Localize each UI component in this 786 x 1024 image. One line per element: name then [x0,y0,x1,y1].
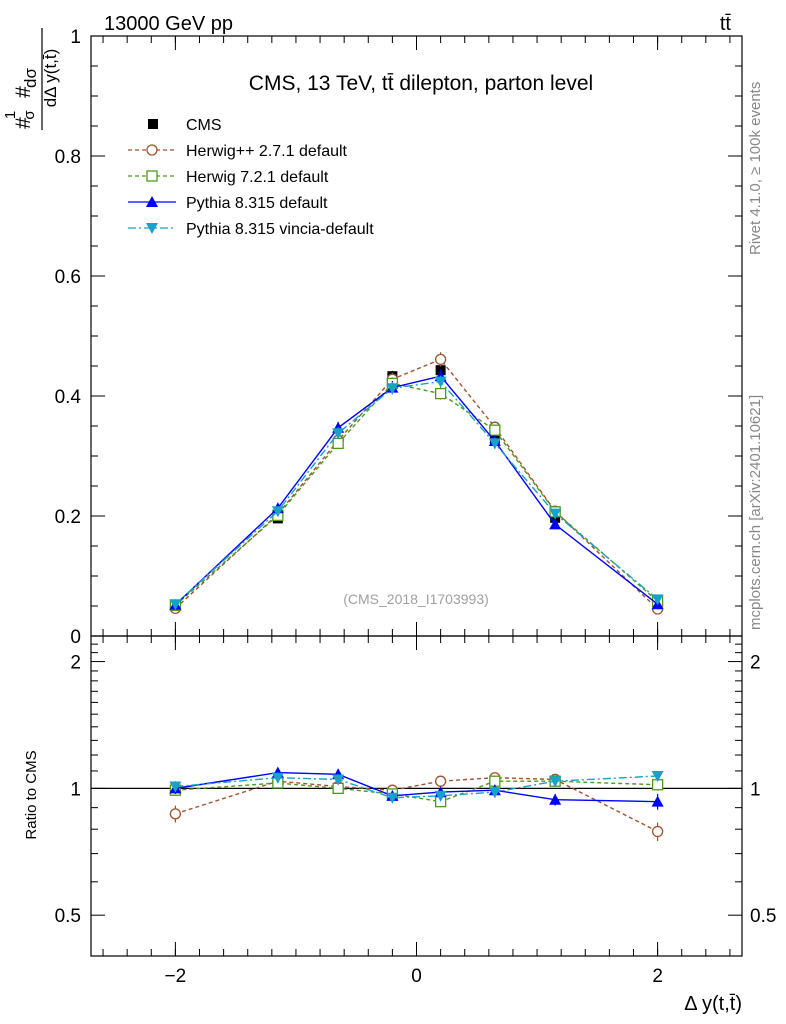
axes-layer: 0 0.2 0.4 0.6 0.8 1 −2 0 2 0.5 0.5 1 1 2 2 [55,27,777,987]
y-label-numerator: dσ [21,68,40,88]
process-label: tt̄ [720,13,732,35]
herwigpp-ratio-point [434,775,447,787]
vincia-point [549,508,562,520]
ratio-tick-label-right: 0.5 [750,906,776,927]
y-label-one: 1 [2,111,19,119]
legend-entry-herwigpp: Herwig++ 2.7.1 default [128,143,348,160]
legend-marker-cms [148,119,158,129]
herwigpp-ratio-point [651,825,664,838]
pythia-point [549,518,562,530]
x-tick-label: 0 [411,966,422,987]
series-layer [169,352,664,842]
y-label-denominator: dΔ y(t,t̄) [41,49,60,108]
pythia-ratio-point [549,793,562,805]
herwigpp-point [434,353,447,366]
legend: CMS Herwig++ 2.7.1 default Herwig 7.2.1 … [128,117,374,238]
vincia-ratio-point [169,781,182,793]
ratio-y-label: Ratio to CMS [23,750,40,839]
ratio-tick-label: 0.5 [55,906,81,927]
legend-entry-cms: CMS [148,117,222,134]
mcplots-label: mcplots.cern.ch [arXiv:2401.10621] [747,395,764,630]
x-tick-label: −2 [165,966,187,987]
vincia-point [651,594,664,606]
analysis-watermark: (CMS_2018_I1703993) [343,591,489,607]
legend-label-herwigpp: Herwig++ 2.7.1 default [186,143,348,160]
ratio-plot-frame [90,635,743,957]
vincia-ratio-point [386,792,399,804]
beam-label: 13000 GeV pp [104,13,233,35]
pythia-line [174,375,659,606]
vincia-ratio-point [434,790,447,802]
y-label-hash2: # [12,117,35,129]
vincia-ratio-point [549,776,562,788]
x-tick-label: 2 [652,966,663,987]
legend-entry-herwig7: Herwig 7.2.1 default [128,169,329,186]
legend-entry-pythia: Pythia 8.315 default [128,195,328,212]
vincia-point [386,383,399,395]
herwigpp-ratio-line [175,777,658,833]
y-label-sigma: σ [21,110,38,120]
y-tick-label: 0.4 [55,387,82,408]
vincia-ratio-point [488,787,501,799]
herwig7-point [332,437,344,450]
vincia-ratio-point [332,774,345,786]
pythia-ratio-point [651,795,664,807]
x-axis-label: Δ y(t,t̄) [684,993,742,1015]
legend-label-herwig7: Herwig 7.2.1 default [186,169,329,186]
y-tick-label: 0 [70,627,81,648]
legend-marker-vincia [146,223,158,234]
rivet-label: Rivet 4.1.0, ≥ 100k events [747,82,764,255]
legend-label-cms: CMS [186,117,222,134]
vincia-point [488,438,501,450]
herwig7-point [489,424,501,436]
herwig7-point [434,387,447,400]
ratio-tick-label: 1 [70,779,81,800]
legend-marker-pythia [146,196,158,207]
legend-entry-vincia: Pythia 8.315 vincia-default [128,221,374,238]
herwigpp-line [174,358,659,610]
vincia-ratio-line [175,775,658,799]
herwig7-ratio-line [175,780,658,803]
y-label-hash: # [12,86,35,98]
vincia-point [169,599,182,611]
vincia-ratio-point [651,770,664,782]
ratio-tick-label-right: 1 [750,779,761,800]
y-tick-label: 1 [70,27,81,48]
ratio-tick-label: 2 [70,653,81,674]
legend-label-vincia: Pythia 8.315 vincia-default [186,221,374,238]
legend-marker-herwigpp [146,144,158,156]
herwig7-line [174,382,659,606]
ratio-tick-label-right: 2 [750,653,761,674]
legend-label-pythia: Pythia 8.315 default [186,195,328,212]
vincia-ratio-point [271,772,284,784]
vincia-line [174,380,659,605]
legend-marker-herwig7 [146,170,158,182]
y-tick-label: 0.6 [55,267,81,288]
chart-title: CMS, 13 TeV, tt̄ dilepton, parton level [249,72,593,95]
y-tick-label: 0.8 [55,147,81,168]
pythia-ratio-line [175,771,658,803]
vincia-point [271,506,284,518]
vincia-point [332,428,345,440]
vincia-point [434,376,447,388]
y-axis-label: # 1 σ # dσ dΔ y(t,t̄) [2,28,60,130]
herwigpp-ratio-point [169,808,182,820]
y-tick-label: 0.2 [55,507,81,528]
